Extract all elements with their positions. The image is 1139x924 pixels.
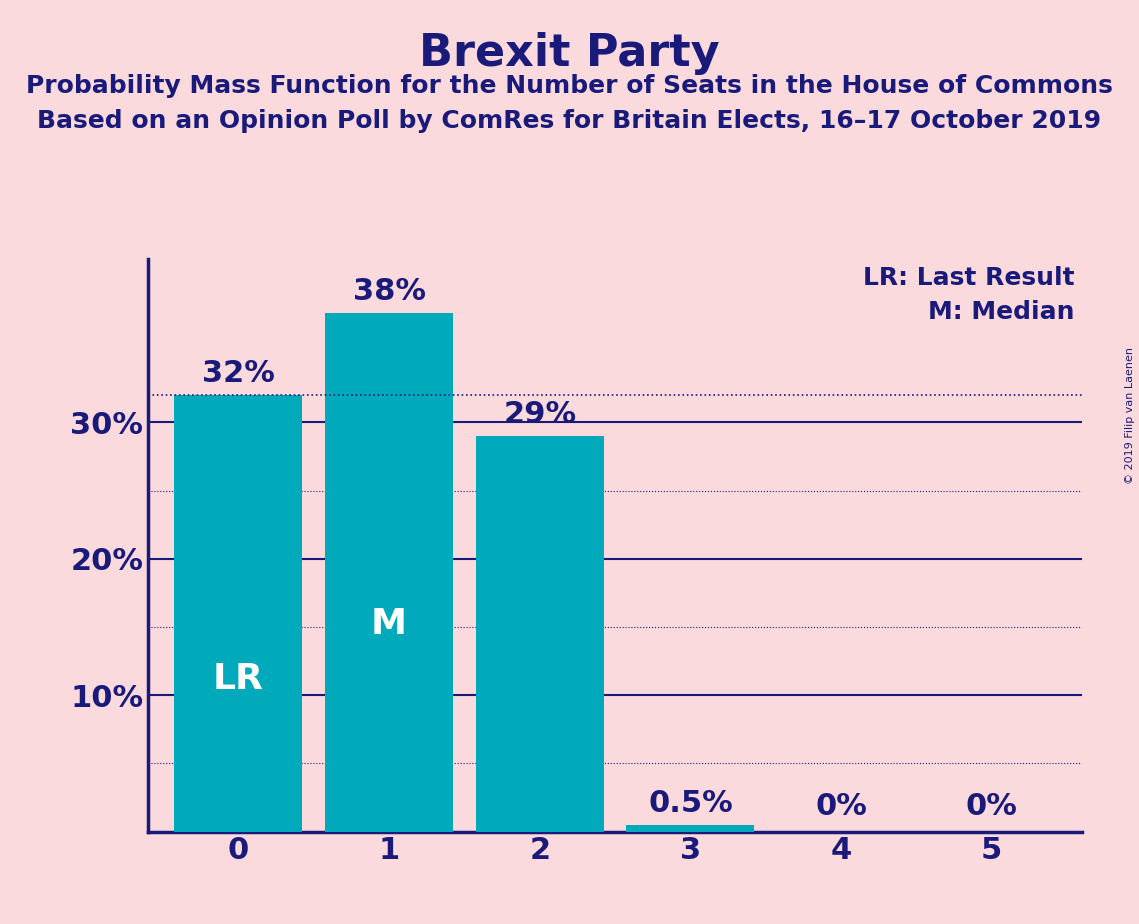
Text: 0%: 0%	[966, 792, 1017, 821]
Bar	[174, 395, 303, 832]
Bar	[626, 825, 754, 832]
Text: Based on an Opinion Poll by ComRes for Britain Elects, 16–17 October 2019: Based on an Opinion Poll by ComRes for B…	[38, 109, 1101, 133]
Text: LR: Last Result: LR: Last Result	[863, 265, 1074, 289]
Bar	[325, 313, 453, 832]
Text: 38%: 38%	[353, 277, 426, 307]
Text: 29%: 29%	[503, 400, 576, 430]
Text: M: M	[371, 607, 407, 641]
Text: Brexit Party: Brexit Party	[419, 32, 720, 76]
Text: 0.5%: 0.5%	[648, 789, 732, 818]
Text: 32%: 32%	[202, 359, 274, 388]
Bar	[476, 436, 604, 832]
Text: © 2019 Filip van Laenen: © 2019 Filip van Laenen	[1125, 347, 1134, 484]
Text: M: Median: M: Median	[928, 299, 1074, 323]
Text: 0%: 0%	[816, 792, 867, 821]
Text: LR: LR	[213, 662, 264, 696]
Text: Probability Mass Function for the Number of Seats in the House of Commons: Probability Mass Function for the Number…	[26, 74, 1113, 98]
